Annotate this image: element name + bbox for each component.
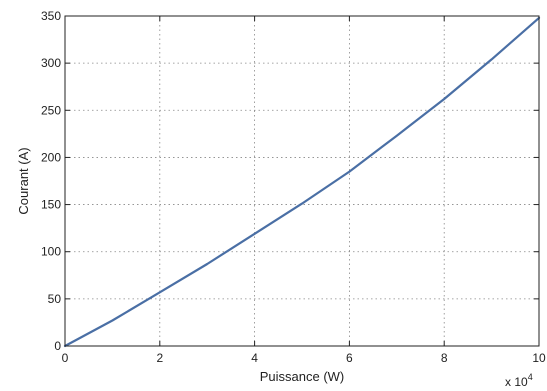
x-multiplier-exponent: 4 xyxy=(528,372,533,382)
y-tick-label: 100 xyxy=(41,245,61,259)
x-tick-label: 2 xyxy=(156,351,163,365)
series-layer xyxy=(63,16,541,348)
y-tick-label: 200 xyxy=(41,150,61,164)
series-line xyxy=(63,16,541,348)
x-tick-label: 4 xyxy=(251,351,258,365)
y-tick-label: 50 xyxy=(48,292,62,306)
x-tick-label: 10 xyxy=(532,351,546,365)
y-tick-label: 0 xyxy=(54,339,61,353)
grid xyxy=(65,16,539,346)
x-tick-label: 6 xyxy=(346,351,353,365)
y-tick-label: 300 xyxy=(41,56,61,70)
y-tick-label: 150 xyxy=(41,198,61,212)
plot-frame xyxy=(64,15,540,347)
y-tick-label: 250 xyxy=(41,103,61,117)
x-axis-label: Puissance (W) xyxy=(260,369,345,384)
y-axis-label: Courant (A) xyxy=(16,147,31,214)
x-tick-label: 8 xyxy=(441,351,448,365)
x-multiplier-base: x 10 xyxy=(505,375,528,389)
x-tick-label: 0 xyxy=(62,351,69,365)
x-multiplier-label: x 104 xyxy=(505,372,533,389)
ticks xyxy=(64,15,540,347)
y-tick-label: 350 xyxy=(41,9,61,23)
